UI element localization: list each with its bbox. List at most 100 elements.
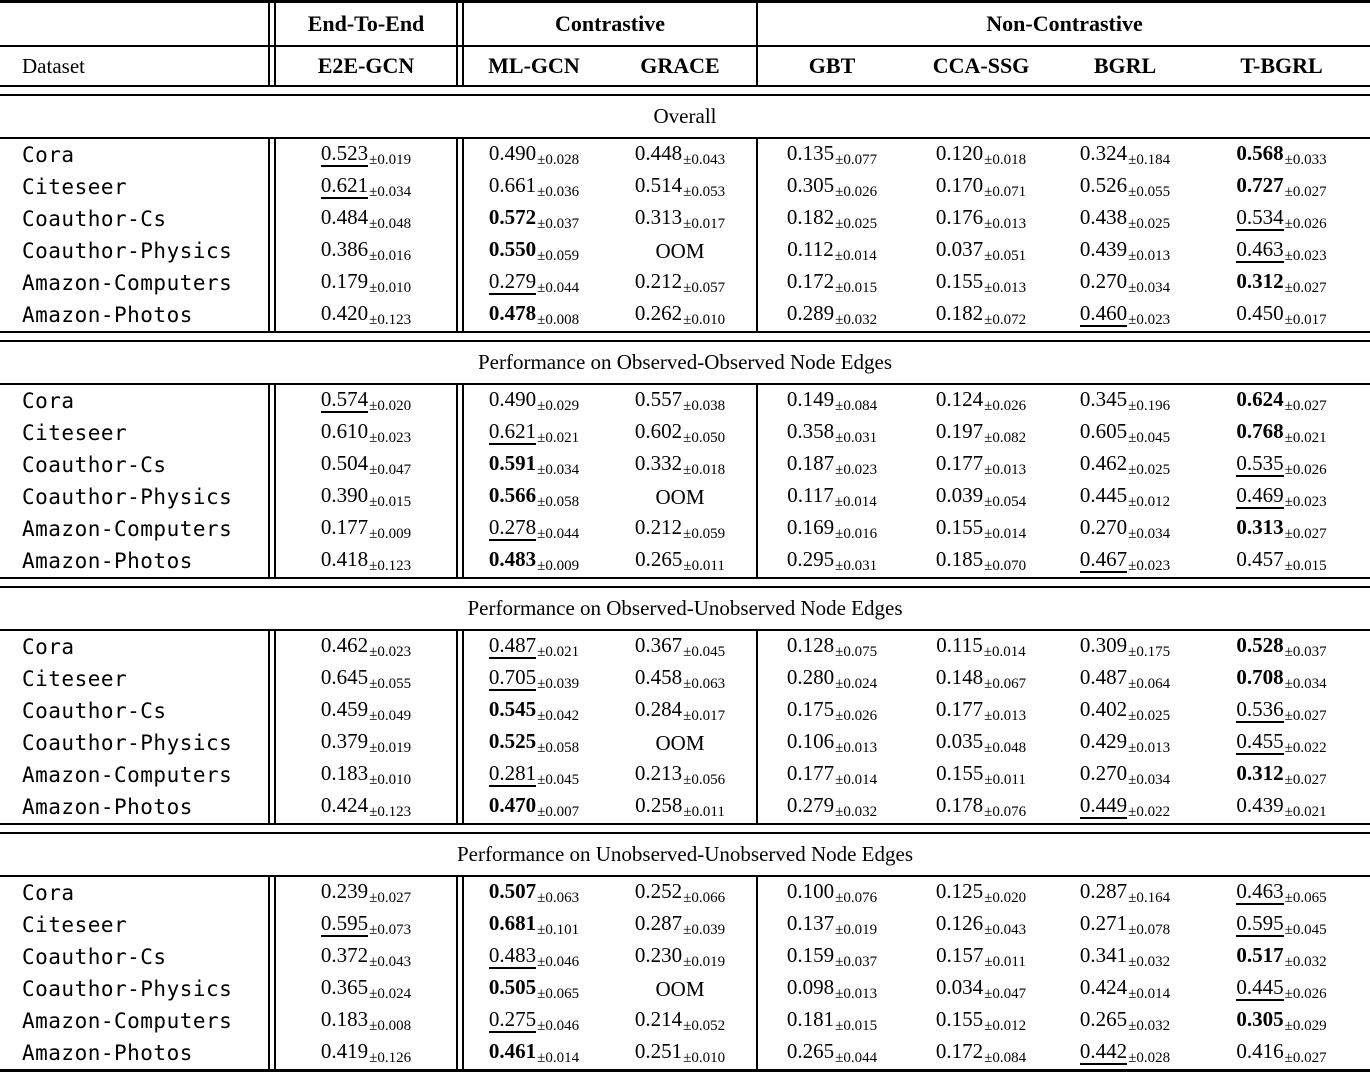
value-cell: 0.157±0.011 bbox=[905, 941, 1057, 973]
value-cell: 0.178±0.076 bbox=[905, 791, 1058, 825]
metric-value: 0.372 bbox=[320, 943, 369, 967]
value-cell: 0.705±0.039 bbox=[464, 663, 604, 695]
metric-value: 0.172 bbox=[786, 269, 835, 293]
metric-std: ±0.011 bbox=[683, 558, 725, 574]
metric-std: ±0.032 bbox=[1284, 954, 1327, 970]
value-cell: 0.106±0.013 bbox=[759, 727, 905, 759]
metric-std: ±0.039 bbox=[537, 676, 580, 692]
metric-value: 0.526 bbox=[1079, 173, 1128, 197]
metric-value: 0.661 bbox=[488, 173, 537, 197]
metric-std: ±0.042 bbox=[537, 708, 580, 724]
metric-std: ±0.055 bbox=[369, 676, 412, 692]
value-cell: 0.505±0.065 bbox=[464, 973, 604, 1005]
double-column-separator bbox=[268, 171, 276, 203]
metric-value: 0.280 bbox=[786, 665, 835, 689]
metric-value: 0.483 bbox=[488, 547, 537, 571]
double-column-separator bbox=[456, 545, 464, 579]
metric-value: 0.183 bbox=[320, 761, 369, 785]
metric-value: 0.483 bbox=[488, 943, 537, 969]
metric-std: ±0.019 bbox=[683, 954, 726, 970]
value-cell: 0.181±0.015 bbox=[759, 1005, 905, 1037]
metric-value: 0.550 bbox=[488, 237, 537, 261]
metric-value: 0.624 bbox=[1236, 387, 1284, 411]
single-column-separator bbox=[756, 3, 760, 47]
metric-std: ±0.010 bbox=[683, 1050, 726, 1066]
value-cell: 0.439±0.021 bbox=[1193, 791, 1370, 825]
metric-value: 0.037 bbox=[935, 237, 984, 261]
value-cell: 0.305±0.029 bbox=[1193, 1005, 1370, 1037]
value-cell: 0.517±0.032 bbox=[1193, 941, 1370, 973]
metric-value: 0.182 bbox=[935, 301, 984, 325]
value-cell: 0.135±0.077 bbox=[759, 139, 905, 171]
value-cell: 0.177±0.009 bbox=[276, 513, 456, 545]
metric-std: ±0.025 bbox=[835, 216, 878, 232]
metric-value: 0.275 bbox=[488, 1007, 537, 1033]
dataset-name: Amazon-Computers bbox=[22, 271, 233, 295]
metric-value: 0.469 bbox=[1236, 483, 1284, 509]
metric-std: ±0.084 bbox=[835, 398, 878, 414]
value-cell: 0.287±0.039 bbox=[604, 909, 756, 941]
value-cell: 0.313±0.017 bbox=[604, 203, 756, 235]
column-header-ml-gcn: ML-GCN bbox=[464, 47, 604, 87]
value-cell: 0.483±0.009 bbox=[464, 545, 604, 579]
double-column-separator bbox=[456, 877, 464, 909]
table-row: Amazon-Computers 0.183±0.010 0.281±0.045 0.… bbox=[0, 759, 1370, 791]
group-header-end-to-end: End-To-End bbox=[276, 3, 456, 47]
value-cell: 0.213±0.056 bbox=[604, 759, 756, 791]
value-cell: 0.462±0.023 bbox=[276, 631, 456, 663]
value-cell: 0.367±0.045 bbox=[604, 631, 756, 663]
metric-value: 0.178 bbox=[935, 793, 984, 817]
double-column-separator bbox=[456, 1037, 464, 1071]
metric-std: ±0.014 bbox=[835, 772, 878, 788]
metric-value: 0.463 bbox=[1236, 237, 1284, 263]
double-column-separator bbox=[268, 235, 276, 267]
single-column-separator bbox=[756, 909, 759, 941]
metric-std: ±0.013 bbox=[984, 280, 1027, 296]
dataset-name: Coauthor-Physics bbox=[22, 977, 233, 1001]
table-row: Coauthor-Cs 0.372±0.043 0.483±0.046 0.230±0… bbox=[0, 941, 1370, 973]
metric-value: 0.463 bbox=[1236, 879, 1284, 905]
value-cell: 0.270±0.034 bbox=[1057, 759, 1193, 791]
value-cell: 0.278±0.044 bbox=[464, 513, 604, 545]
metric-value: 0.708 bbox=[1236, 665, 1284, 689]
table-row: Coauthor-Physics 0.365±0.024 0.505±0.065 OO… bbox=[0, 973, 1370, 1005]
metric-value: 0.461 bbox=[488, 1039, 537, 1063]
metric-value: 0.239 bbox=[320, 879, 369, 903]
metric-value: 0.265 bbox=[1079, 1007, 1128, 1031]
metric-value: 0.265 bbox=[635, 547, 683, 571]
metric-value: 0.595 bbox=[1236, 911, 1284, 937]
double-column-separator bbox=[268, 1037, 276, 1071]
value-cell: 0.345±0.196 bbox=[1057, 385, 1193, 417]
metric-value: 0.681 bbox=[488, 911, 537, 935]
table-row: Coauthor-Cs 0.459±0.049 0.545±0.042 0.284±0… bbox=[0, 695, 1370, 727]
value-cell: OOM bbox=[604, 727, 756, 759]
metric-std: ±0.021 bbox=[1284, 430, 1327, 446]
double-column-separator bbox=[456, 171, 464, 203]
metric-value: 0.177 bbox=[935, 451, 984, 475]
table-row: Amazon-Computers 0.183±0.008 0.275±0.046 0.… bbox=[0, 1005, 1370, 1037]
value-cell: 0.365±0.024 bbox=[276, 973, 456, 1005]
metric-std: ±0.020 bbox=[369, 398, 412, 414]
value-cell: 0.439±0.013 bbox=[1057, 235, 1193, 267]
double-column-separator bbox=[456, 417, 464, 449]
column-header-cca-ssg: CCA-SSG bbox=[905, 47, 1058, 87]
metric-std: ±0.059 bbox=[683, 526, 726, 542]
metric-value: 0.418 bbox=[320, 547, 369, 571]
metric-value: 0.177 bbox=[320, 515, 369, 539]
value-cell: 0.514±0.053 bbox=[604, 171, 756, 203]
single-column-separator bbox=[756, 417, 759, 449]
value-cell: 0.251±0.010 bbox=[604, 1037, 757, 1071]
table-row: Amazon-Computers 0.179±0.010 0.279±0.044 0.… bbox=[0, 267, 1370, 299]
value-cell: 0.507±0.063 bbox=[464, 877, 604, 909]
value-cell: 0.557±0.038 bbox=[604, 385, 756, 417]
group-header-row: End-To-End Contrastive Non-Contrastive bbox=[0, 3, 1370, 47]
double-rule-cell bbox=[0, 333, 1370, 342]
metric-value: 0.258 bbox=[635, 793, 683, 817]
metric-value: 0.470 bbox=[488, 793, 537, 817]
single-column-separator bbox=[756, 235, 759, 267]
value-cell: 0.416±0.027 bbox=[1193, 1037, 1370, 1071]
single-column-separator bbox=[756, 941, 759, 973]
metric-std: ±0.032 bbox=[1128, 1018, 1171, 1034]
metric-std: ±0.049 bbox=[369, 708, 412, 724]
metric-std: ±0.034 bbox=[1128, 280, 1171, 296]
